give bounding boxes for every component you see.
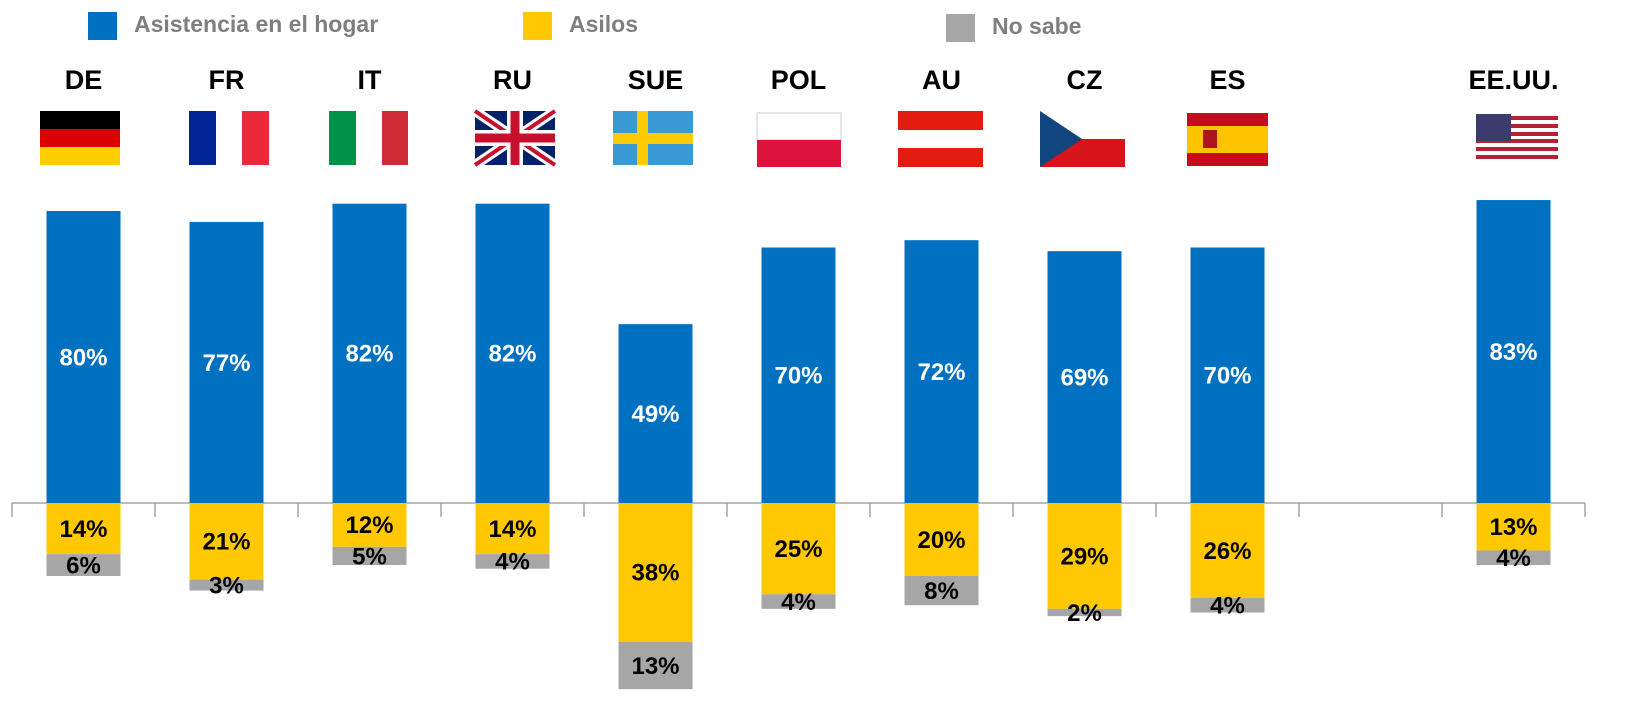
value-label: 82% xyxy=(345,341,393,368)
bar-segment xyxy=(1190,503,1265,598)
legend-label: No sabe xyxy=(992,13,1081,39)
bar-segment xyxy=(1047,503,1122,609)
value-label: 69% xyxy=(1060,364,1108,391)
bar-segment xyxy=(618,641,693,690)
bar-segment xyxy=(475,554,550,569)
bar-segment xyxy=(475,503,550,555)
flag-se xyxy=(613,111,693,165)
value-label: 77% xyxy=(202,350,250,377)
category-label: SUE xyxy=(628,65,684,95)
legend-swatch xyxy=(946,14,975,42)
value-label: 14% xyxy=(488,516,536,543)
value-label: 13% xyxy=(631,653,679,680)
value-label: 70% xyxy=(1203,363,1251,390)
bar-segment xyxy=(761,503,836,595)
flag-at xyxy=(898,111,983,167)
category-label: RU xyxy=(493,65,532,95)
flag-uk xyxy=(472,106,558,170)
value-label: 82% xyxy=(488,341,536,368)
value-label: 2% xyxy=(1067,600,1102,627)
bar-segment xyxy=(1047,251,1122,503)
value-label: 70% xyxy=(774,363,822,390)
category-label: CZ xyxy=(1067,65,1103,95)
bar-segment xyxy=(761,594,836,609)
flag-us xyxy=(1476,114,1558,164)
value-label: 6% xyxy=(66,552,101,579)
value-label: 83% xyxy=(1489,339,1537,366)
value-label: 25% xyxy=(774,536,822,563)
bar-segment xyxy=(904,503,979,576)
category-label: EE.UU. xyxy=(1468,65,1558,95)
value-label: 21% xyxy=(202,529,250,556)
bar-segment xyxy=(904,240,979,503)
value-label: 80% xyxy=(59,344,107,371)
flag-de xyxy=(40,111,120,165)
legend-label: Asilos xyxy=(569,11,638,37)
value-label: 4% xyxy=(1496,545,1531,572)
value-label: 26% xyxy=(1203,538,1251,565)
value-label: 3% xyxy=(209,572,244,599)
bar-segment xyxy=(1190,597,1265,613)
bar-segment xyxy=(761,247,836,503)
bar-segment xyxy=(332,503,407,547)
bar-segment xyxy=(618,324,693,503)
value-label: 12% xyxy=(345,512,393,539)
flag-it xyxy=(329,111,408,165)
value-label: 20% xyxy=(917,527,965,554)
category-label: DE xyxy=(65,65,103,95)
value-label: 4% xyxy=(1210,593,1245,620)
bar-segment xyxy=(189,579,264,591)
value-label: 8% xyxy=(924,578,959,605)
bar-segment xyxy=(1047,608,1122,617)
flag-cz xyxy=(1040,111,1125,167)
flag-pl xyxy=(756,112,842,167)
value-label: 38% xyxy=(631,560,679,587)
bar-segment xyxy=(189,503,264,580)
bar-segment xyxy=(46,211,121,503)
bar-segment xyxy=(1190,247,1265,503)
category-label: ES xyxy=(1209,65,1245,95)
legend-swatch xyxy=(88,12,117,40)
value-label: 5% xyxy=(352,543,387,570)
category-label: AU xyxy=(922,65,961,95)
bar-segment xyxy=(189,221,264,503)
legend-swatch xyxy=(523,12,552,40)
value-label: 29% xyxy=(1060,543,1108,570)
bar-segment xyxy=(332,546,407,566)
bar-segment xyxy=(46,554,121,576)
flags xyxy=(40,106,1558,170)
value-label: 4% xyxy=(495,549,530,576)
legend-label: Asistencia en el hogar xyxy=(134,11,378,37)
bar-segment xyxy=(475,203,550,503)
bar-segment xyxy=(618,503,693,642)
category-label: IT xyxy=(358,65,383,95)
value-label: 14% xyxy=(59,516,107,543)
flag-fr xyxy=(189,111,269,165)
bar-segment xyxy=(1476,550,1551,566)
bar-segment xyxy=(1476,200,1551,504)
bar-segment xyxy=(46,503,121,555)
value-label: 13% xyxy=(1489,514,1537,541)
flag-es xyxy=(1187,113,1268,166)
value-label: 4% xyxy=(781,589,816,616)
value-label: 72% xyxy=(917,359,965,386)
value-label: 49% xyxy=(631,401,679,428)
category-label: FR xyxy=(209,65,245,95)
category-label: POL xyxy=(771,65,827,95)
bar-segment xyxy=(332,203,407,503)
bar-segment xyxy=(1476,503,1551,551)
bar-segment xyxy=(904,576,979,606)
